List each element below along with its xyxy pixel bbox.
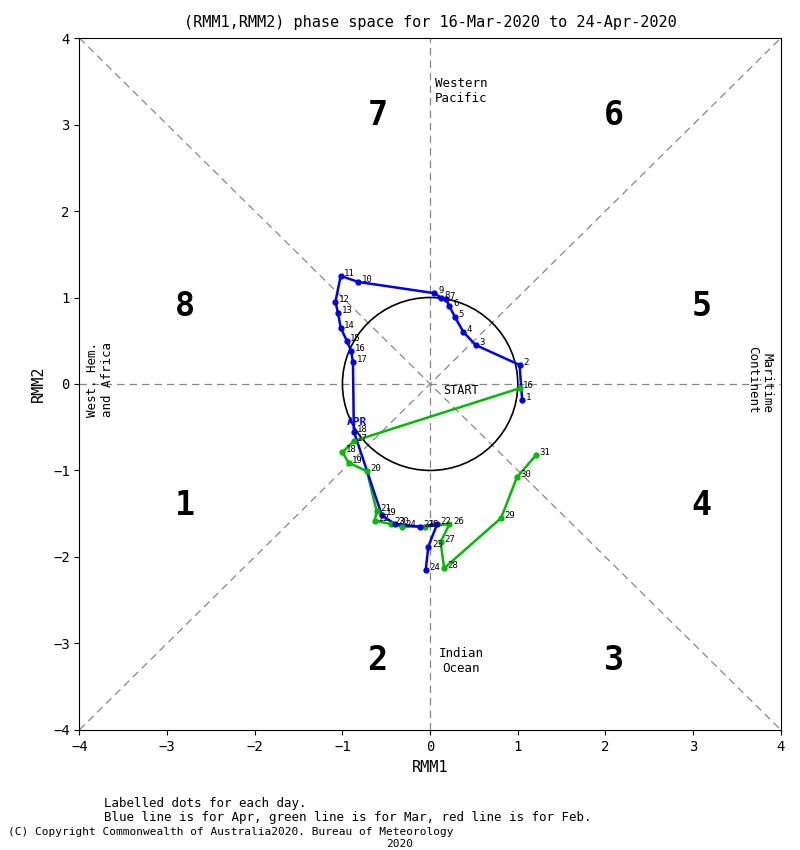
Text: 1: 1 bbox=[526, 393, 531, 401]
Text: 20: 20 bbox=[370, 464, 382, 473]
Text: 20: 20 bbox=[398, 517, 410, 526]
X-axis label: RMM1: RMM1 bbox=[412, 761, 448, 775]
Text: 16: 16 bbox=[523, 382, 534, 390]
Text: Maritime
Continent: Maritime Continent bbox=[746, 346, 774, 413]
Text: 17: 17 bbox=[357, 355, 367, 365]
Text: 5: 5 bbox=[458, 309, 463, 319]
Text: 19: 19 bbox=[352, 456, 363, 465]
Text: Indian
Ocean: Indian Ocean bbox=[438, 647, 483, 675]
Text: 8: 8 bbox=[174, 290, 194, 323]
Text: 5: 5 bbox=[692, 290, 712, 323]
Text: 13: 13 bbox=[342, 306, 352, 315]
Text: 6: 6 bbox=[604, 99, 624, 133]
Text: 31: 31 bbox=[540, 448, 550, 456]
Text: 24: 24 bbox=[406, 519, 416, 529]
Text: 21: 21 bbox=[380, 504, 391, 513]
Text: 11: 11 bbox=[344, 269, 355, 278]
Text: 18: 18 bbox=[358, 424, 368, 434]
Text: West. Hem.
and Africa: West. Hem. and Africa bbox=[86, 343, 114, 417]
Text: 4: 4 bbox=[692, 489, 712, 522]
Text: 8: 8 bbox=[444, 291, 450, 299]
Text: 22: 22 bbox=[441, 517, 451, 526]
Text: 26: 26 bbox=[453, 517, 464, 526]
Text: 6: 6 bbox=[453, 299, 458, 309]
Text: 22: 22 bbox=[378, 513, 389, 523]
Text: 25: 25 bbox=[428, 519, 439, 529]
Text: Western
Pacific: Western Pacific bbox=[434, 77, 487, 105]
Text: 27: 27 bbox=[444, 536, 455, 544]
Text: 30: 30 bbox=[521, 470, 531, 479]
Y-axis label: RMM2: RMM2 bbox=[31, 366, 46, 402]
Text: 7: 7 bbox=[450, 292, 454, 301]
Text: 16: 16 bbox=[354, 344, 366, 353]
Text: Blue line is for Apr, green line is for Mar, red line is for Feb.: Blue line is for Apr, green line is for … bbox=[104, 811, 591, 824]
Text: 9: 9 bbox=[438, 286, 443, 295]
Text: (C) Copyright Commonwealth of Australia2020. Bureau of Meteorology: (C) Copyright Commonwealth of Australia2… bbox=[8, 827, 454, 836]
Text: 2020: 2020 bbox=[386, 839, 414, 848]
Text: 23: 23 bbox=[394, 517, 405, 526]
Text: 4: 4 bbox=[467, 325, 472, 334]
Text: 17: 17 bbox=[358, 434, 368, 443]
Text: APR: APR bbox=[347, 417, 367, 428]
Text: 7: 7 bbox=[367, 99, 387, 133]
Text: 1: 1 bbox=[174, 489, 194, 522]
Text: 2: 2 bbox=[367, 644, 387, 677]
Text: 3: 3 bbox=[479, 338, 485, 347]
Title: (RMM1,RMM2) phase space for 16-Mar-2020 to 24-Apr-2020: (RMM1,RMM2) phase space for 16-Mar-2020 … bbox=[184, 15, 677, 30]
Text: 3: 3 bbox=[604, 644, 624, 677]
Text: Labelled dots for each day.: Labelled dots for each day. bbox=[104, 797, 306, 811]
Text: 24: 24 bbox=[430, 563, 440, 572]
Text: 18: 18 bbox=[346, 445, 357, 454]
Text: 10: 10 bbox=[362, 275, 373, 284]
Text: 14: 14 bbox=[344, 320, 355, 330]
Text: 2: 2 bbox=[523, 358, 529, 367]
Text: 29: 29 bbox=[505, 511, 515, 520]
Text: 28: 28 bbox=[448, 561, 458, 570]
Text: 15: 15 bbox=[350, 334, 361, 343]
Text: 23: 23 bbox=[432, 540, 442, 548]
Text: 19: 19 bbox=[386, 508, 396, 518]
Text: START: START bbox=[443, 384, 479, 397]
Text: 21: 21 bbox=[423, 519, 434, 529]
Text: 12: 12 bbox=[339, 295, 350, 303]
